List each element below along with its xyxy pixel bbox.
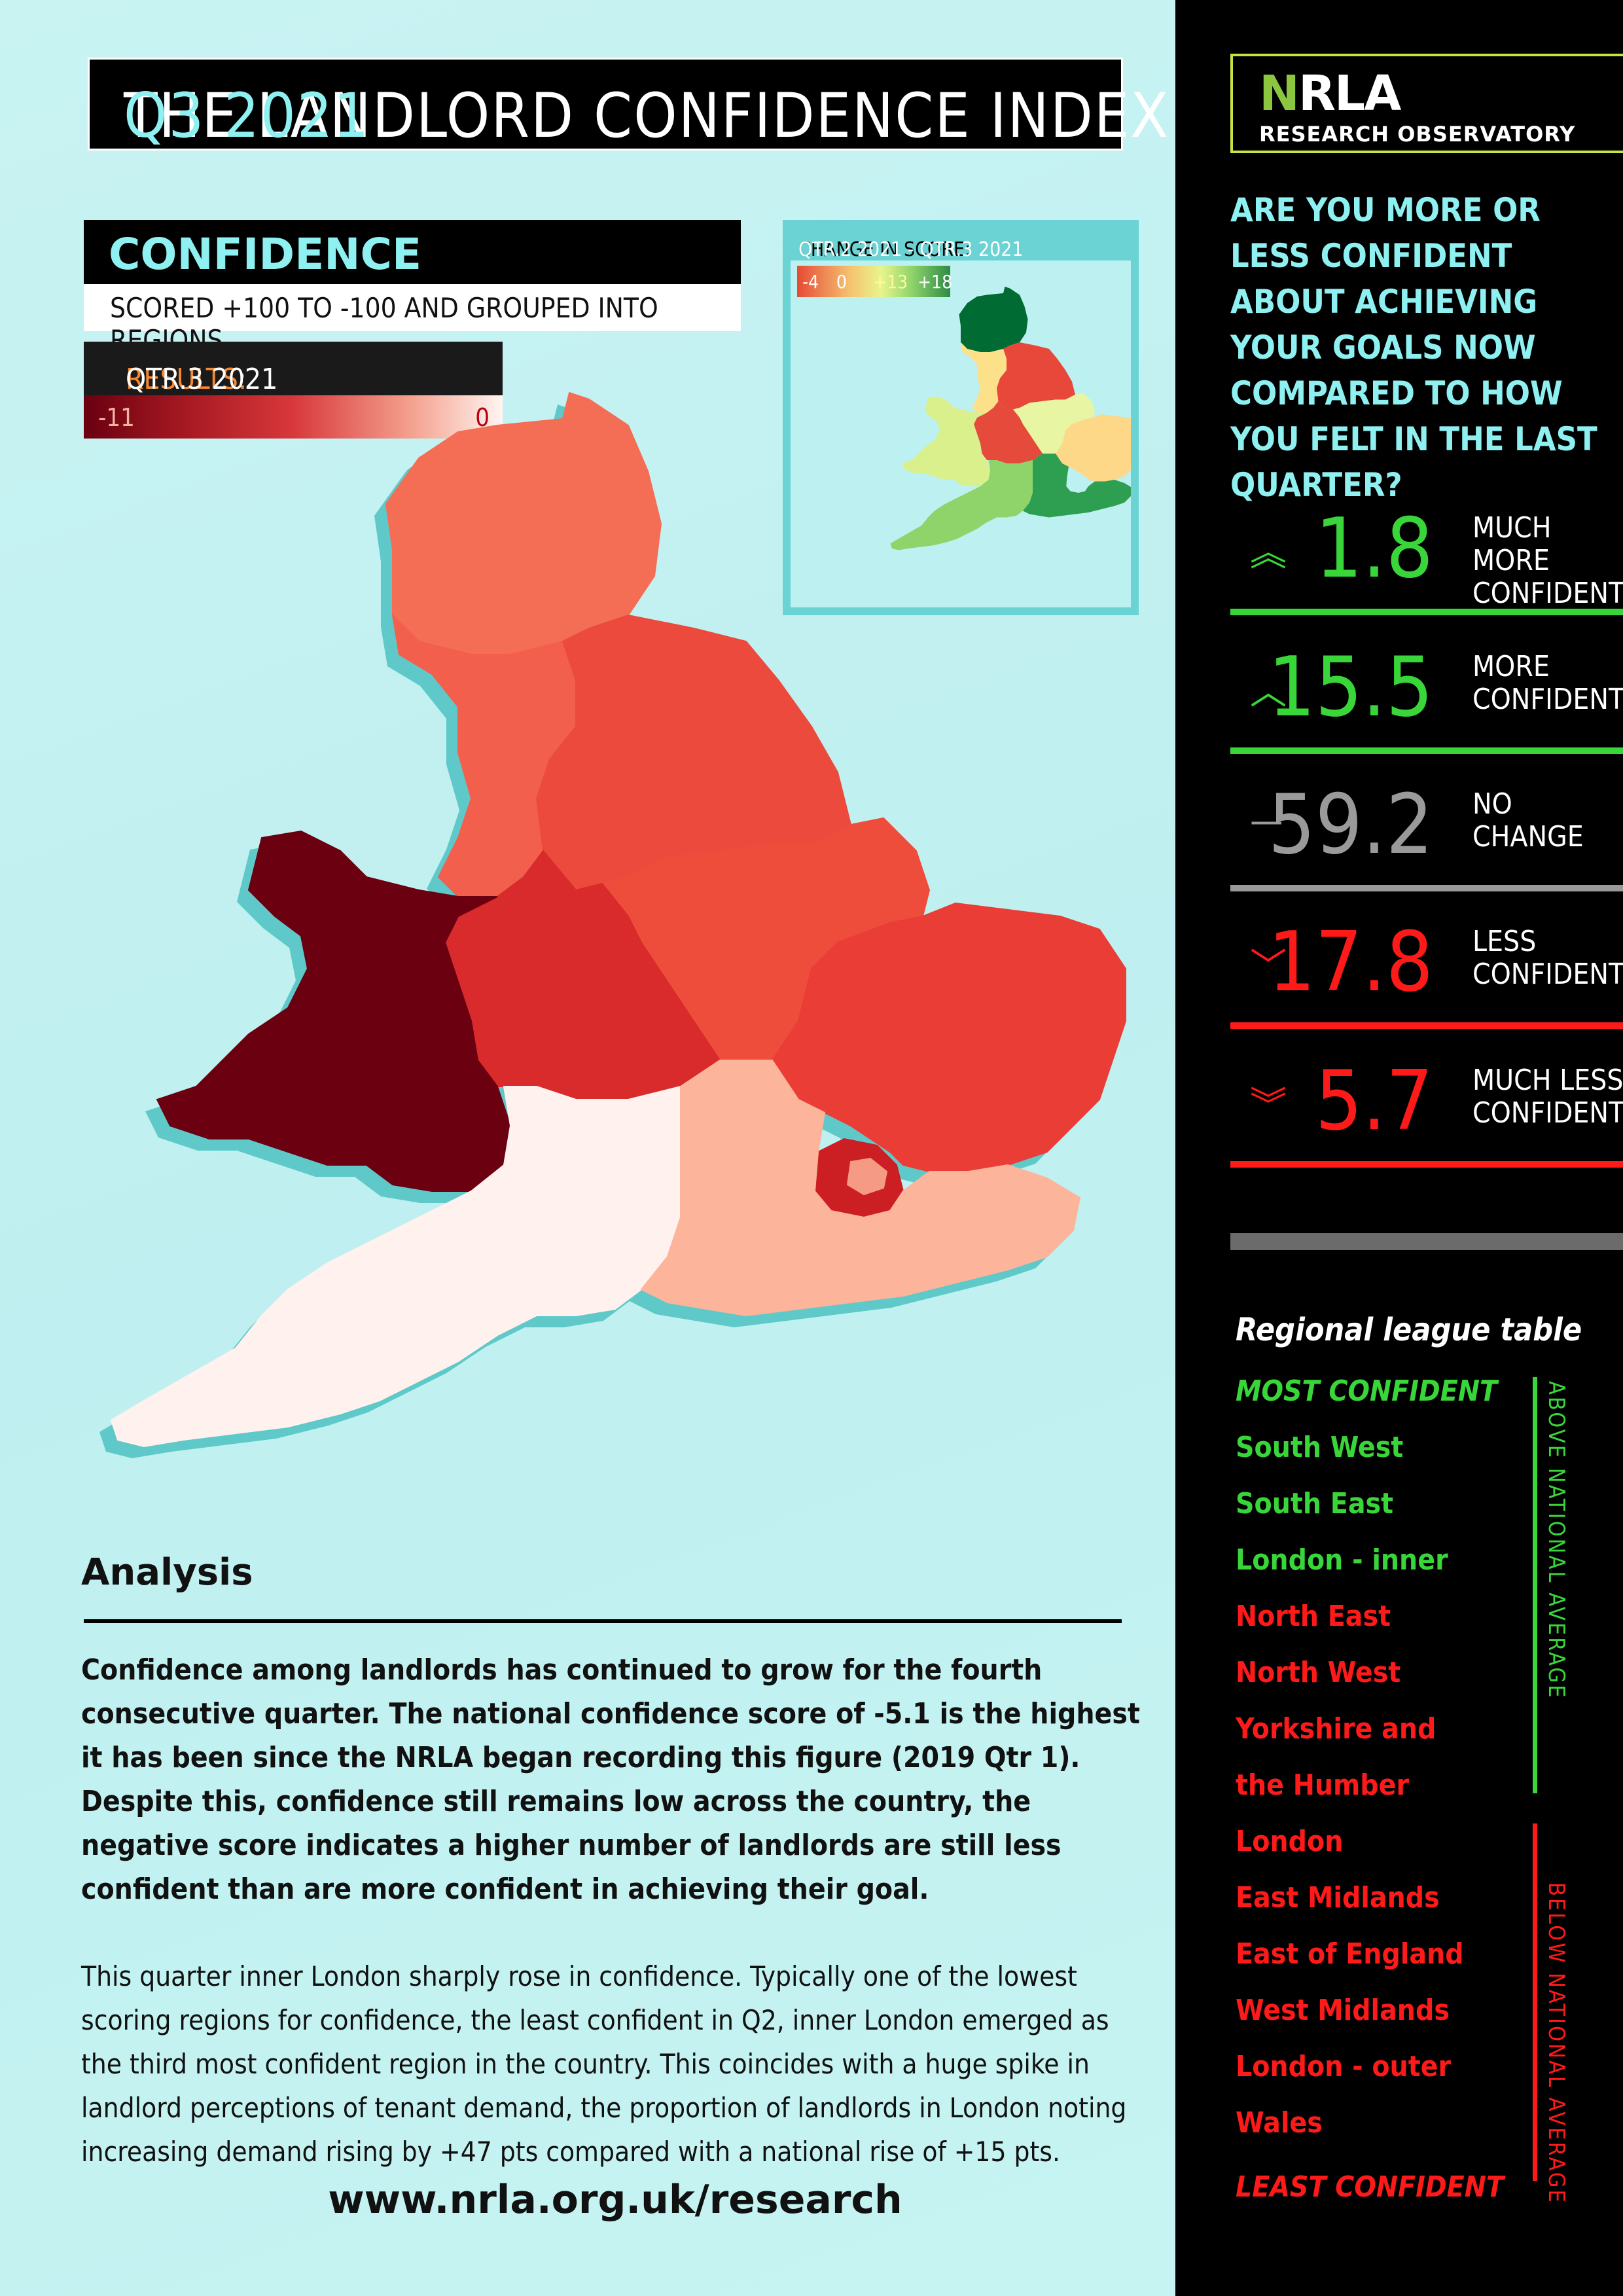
stat-arrow-icon: ︾ xyxy=(1250,1085,1287,1127)
inset-region-south-east xyxy=(1023,454,1131,518)
analysis-paragraph-2: This quarter inner London sharply rose i… xyxy=(81,1960,1127,2168)
stat-label: MUCH LESS CONFIDENT xyxy=(1472,1064,1623,1130)
stat-value: 15.5 xyxy=(1268,639,1433,735)
region-east xyxy=(771,902,1126,1172)
stat-label: NO CHANGE xyxy=(1472,787,1584,853)
stat-arrow-icon: ︿ xyxy=(1250,671,1287,713)
stat-underline xyxy=(1230,1161,1623,1168)
analysis-heading: Analysis xyxy=(81,1551,253,1594)
league-item: East of England xyxy=(1236,1937,1464,1971)
analysis-paragraph-1: Confidence among landlords has continued… xyxy=(81,1653,1140,1906)
inset-map-box: CHANGE IN SCORE: QTR.2 2021 - QTR.3 2021… xyxy=(783,220,1139,615)
stat-value: 59.2 xyxy=(1268,776,1433,872)
legend-heading: CONFIDENCE xyxy=(84,220,741,284)
league-item: South West xyxy=(1236,1431,1404,1464)
stat-arrow-icon: — xyxy=(1250,800,1283,842)
league-item: North East xyxy=(1236,1600,1391,1633)
results-label: RESULTS: QTR.3 2021 xyxy=(84,342,503,396)
inset-region-south-west xyxy=(890,460,1033,550)
inset-title: CHANGE IN SCORE: QTR.2 2021 - QTR.3 2021 xyxy=(791,228,1131,261)
right-panel xyxy=(1175,0,1623,2296)
section-divider xyxy=(1230,1233,1623,1250)
league-item: Yorkshire and xyxy=(1236,1712,1436,1746)
stat-arrow-icon: ﹀ xyxy=(1250,946,1287,988)
confidence-map xyxy=(99,391,1126,1458)
region-wales xyxy=(156,830,512,1192)
least-confident-label: LEAST CONFIDENT xyxy=(1236,2170,1504,2204)
inset-region-east-midlands xyxy=(1013,393,1095,454)
stat-value: 5.7 xyxy=(1315,1052,1433,1149)
league-item: London - inner xyxy=(1236,1543,1448,1577)
most-confident-label: MOST CONFIDENT xyxy=(1236,1374,1497,1408)
league-item: East Midlands xyxy=(1236,1881,1440,1914)
color-scale: -11 0 xyxy=(84,395,503,439)
stat-underline xyxy=(1230,1022,1623,1029)
league-heading: Regional league table xyxy=(1236,1312,1582,1348)
inset-region-east xyxy=(1056,414,1131,482)
stat-value: 1.8 xyxy=(1315,500,1433,596)
research-url[interactable]: www.nrla.org.uk/research xyxy=(328,2177,902,2223)
stat-underline xyxy=(1230,885,1623,891)
stat-underline xyxy=(1230,747,1623,754)
stat-arrow-icon: ︽ xyxy=(1250,532,1287,575)
survey-question: ARE YOU MORE OR LESS CONFIDENT ABOUT ACH… xyxy=(1230,191,1597,504)
stat-label: MORE CONFIDENT xyxy=(1472,650,1623,716)
stat-value: 17.8 xyxy=(1268,914,1433,1010)
stat-label: MUCH MORE CONFIDENT xyxy=(1472,511,1623,610)
league-item: South East xyxy=(1236,1487,1394,1520)
page-title: THE LANDLORD CONFIDENCE INDEX: Q3 2021 xyxy=(88,58,1175,152)
inset-region-north-east xyxy=(959,287,1028,352)
league-item: Wales xyxy=(1236,2106,1323,2140)
map-regions xyxy=(110,391,1126,1448)
league-item: London - outer xyxy=(1236,2050,1452,2083)
region-south-east xyxy=(640,1060,1081,1317)
league-item: the Humber xyxy=(1236,1768,1410,1802)
inset-region-yorkshire xyxy=(997,342,1075,411)
stat-row: —59.2 NO CHANGE xyxy=(1230,761,1623,891)
stat-underline xyxy=(1230,609,1623,615)
inset-tick: -4 xyxy=(802,271,819,293)
inset-tick: +18 xyxy=(918,271,953,293)
inset-region-north-west xyxy=(961,342,1007,413)
below-average-label: BELOW NATIONAL AVERAGE xyxy=(1543,1882,1569,2204)
league-item: West Midlands xyxy=(1236,1994,1450,2027)
stat-row: ︾ 5.7 MUCH LESS CONFIDENT xyxy=(1230,1037,1623,1168)
league-item: London xyxy=(1236,1825,1344,1858)
stat-row: ﹀ 17.8 LESS CONFIDENT xyxy=(1230,898,1623,1029)
left-panel: THE LANDLORD CONFIDENCE INDEX: Q3 2021 C… xyxy=(0,0,1175,2296)
inset-region-west-midlands xyxy=(974,401,1043,463)
inset-legend: -4 0 +13 +18 xyxy=(797,266,953,297)
below-average-bracket xyxy=(1533,1823,1537,2181)
inset-map xyxy=(890,287,1131,550)
region-north-east xyxy=(385,391,662,655)
inset-tick: 0 xyxy=(836,271,847,293)
inset-tick: +13 xyxy=(873,271,908,293)
league-item: North West xyxy=(1236,1656,1401,1689)
legend-subheading: SCORED +100 TO -100 AND GROUPED INTO REG… xyxy=(84,284,741,356)
inset-region-wales xyxy=(902,396,990,486)
analysis-divider xyxy=(84,1619,1122,1623)
stat-label: LESS CONFIDENT xyxy=(1472,925,1623,991)
stat-row: ︿ 15.5 MORE CONFIDENT xyxy=(1230,623,1623,754)
above-average-bracket xyxy=(1533,1377,1537,1793)
above-average-label: ABOVE NATIONAL AVERAGE xyxy=(1543,1381,1569,1700)
region-london-inner xyxy=(846,1157,888,1196)
nrla-logo: NRLA RESEARCH OBSERVATORY xyxy=(1230,54,1623,153)
stat-row: ︽ 1.8 MUCH MORE CONFIDENT xyxy=(1230,484,1623,615)
